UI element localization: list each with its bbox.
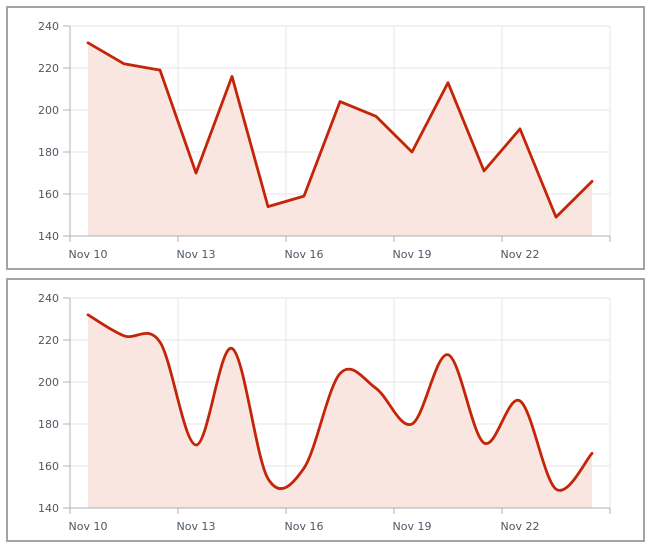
y-axis-label: 240 — [38, 292, 59, 305]
y-axis-label: 220 — [38, 62, 59, 75]
spline-chart-panel: 240 220 200 180 160 140 Nov 10 Nov 13 Nov 16 Nov … — [6, 278, 645, 542]
y-axis-label: 140 — [38, 502, 59, 515]
y-axis-label: 180 — [38, 146, 59, 159]
x-axis-label: Nov 13 — [177, 248, 216, 261]
y-axis-label: 160 — [38, 188, 59, 201]
y-axis-label: 200 — [38, 376, 59, 389]
spline-chart-svg: 240 220 200 180 160 140 Nov 10 Nov 13 Nov 16 Nov … — [8, 280, 643, 540]
line-chart-svg: 240 220 200 180 160 140 Nov 10 Nov 13 Nov 16 Nov … — [8, 8, 643, 268]
y-axis-label: 200 — [38, 104, 59, 117]
series-area — [88, 314, 592, 508]
y-axis-label: 240 — [38, 20, 59, 33]
x-axis-label: Nov 19 — [393, 520, 432, 533]
y-axis-label: 140 — [38, 230, 59, 243]
x-axis-label: Nov 16 — [285, 248, 324, 261]
x-axis-label: Nov 10 — [69, 520, 108, 533]
y-axis-label: 160 — [38, 460, 59, 473]
x-axis-label: Nov 22 — [501, 520, 540, 533]
line-chart-panel: 240 220 200 180 160 140 Nov 10 Nov 13 Nov 16 Nov … — [6, 6, 645, 270]
x-axis-label: Nov 19 — [393, 248, 432, 261]
x-axis-label: Nov 13 — [177, 520, 216, 533]
x-axis-label: Nov 16 — [285, 520, 324, 533]
x-axis-label: Nov 22 — [501, 248, 540, 261]
series-line — [86, 313, 594, 492]
y-axis-label: 220 — [38, 334, 59, 347]
series-area — [88, 42, 592, 236]
y-axis-label: 180 — [38, 418, 59, 431]
x-axis-label: Nov 10 — [69, 248, 108, 261]
series-line — [86, 41, 594, 219]
